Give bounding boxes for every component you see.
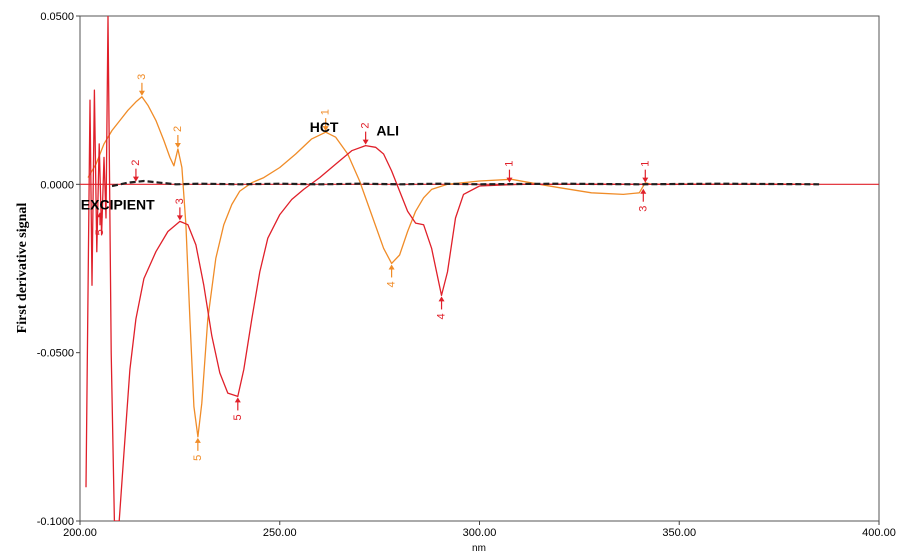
peak-marker-hct-2: 2 bbox=[172, 126, 184, 148]
annotation-hct: HCT bbox=[310, 119, 339, 135]
peak-arrow-head bbox=[176, 215, 183, 221]
x-tick-label: 250.00 bbox=[263, 527, 297, 539]
plot-frame bbox=[79, 15, 880, 522]
peak-number: 5 bbox=[232, 414, 244, 420]
peak-arrow-head bbox=[174, 142, 181, 148]
series-line-hct bbox=[87, 96, 820, 438]
peak-number: 2 bbox=[360, 123, 372, 129]
peak-marker-excipient-2: 2 bbox=[130, 160, 142, 182]
peak-number: 3 bbox=[637, 206, 649, 212]
y-tick-label: -0.0500 bbox=[37, 348, 74, 360]
x-tick-label: 300.00 bbox=[463, 527, 497, 539]
peak-marker-excipient-1: 1 bbox=[639, 161, 651, 183]
peak-arrow-head bbox=[138, 90, 145, 96]
peak-marker-ali-2: 2 bbox=[360, 123, 372, 145]
peak-number: 4 bbox=[386, 281, 398, 287]
series-line-excipient bbox=[111, 179, 820, 188]
peak-number: 3 bbox=[136, 74, 148, 80]
peak-arrow-head bbox=[234, 397, 241, 403]
peak-number: 1 bbox=[639, 161, 651, 167]
x-axis-label: nm bbox=[472, 543, 486, 554]
peak-arrow-head bbox=[640, 188, 647, 194]
peak-number: 1 bbox=[320, 109, 332, 115]
peak-marker-ali-3: 3 bbox=[174, 198, 186, 221]
peak-number: 4 bbox=[436, 313, 448, 319]
y-axis-label: First derivative signal bbox=[15, 203, 30, 334]
peak-marker-hct-4: 4 bbox=[386, 264, 398, 288]
x-tick-label: 400.00 bbox=[862, 527, 896, 539]
y-tick-label: -0.1000 bbox=[37, 516, 74, 528]
peak-number: 5 bbox=[192, 455, 204, 461]
peak-arrow-head bbox=[642, 177, 649, 183]
peak-number: 2 bbox=[172, 126, 184, 132]
annotation-excipient: EXCIPIENT bbox=[81, 197, 155, 213]
y-tick-label: 0.0000 bbox=[40, 179, 74, 191]
peak-marker-hct-1: 1 bbox=[320, 109, 332, 132]
peak-arrow-head bbox=[506, 177, 513, 183]
peak-number: 3 bbox=[174, 198, 186, 204]
peak-number: 2 bbox=[130, 160, 142, 166]
peak-number: 1 bbox=[503, 161, 515, 167]
peak-arrow-head bbox=[438, 296, 445, 302]
peak-arrow-head bbox=[96, 212, 103, 218]
peak-number: 5 bbox=[94, 229, 106, 235]
x-tick-label: 200.00 bbox=[63, 527, 97, 539]
annotation-ali: ALI bbox=[376, 123, 399, 139]
peak-marker-excipient-5: 5 bbox=[94, 212, 106, 235]
peak-marker-hct-3: 3 bbox=[136, 74, 148, 96]
peak-marker-excipient-3: 3 bbox=[637, 188, 649, 212]
peak-arrow-head bbox=[322, 126, 329, 132]
y-tick-label: 0.0500 bbox=[40, 11, 74, 23]
peak-marker-excipient-1: 1 bbox=[503, 161, 515, 183]
x-tick-label: 350.00 bbox=[662, 527, 696, 539]
peak-marker-ali-5: 5 bbox=[232, 397, 244, 420]
peak-arrow-head bbox=[132, 176, 139, 182]
peak-arrow-head bbox=[388, 264, 395, 270]
peak-marker-ali-4: 4 bbox=[436, 296, 448, 319]
peak-arrow-head bbox=[362, 139, 369, 145]
peak-arrow-head bbox=[194, 437, 201, 443]
peak-marker-hct-5: 5 bbox=[192, 437, 204, 461]
series-line-ali bbox=[85, 16, 820, 521]
